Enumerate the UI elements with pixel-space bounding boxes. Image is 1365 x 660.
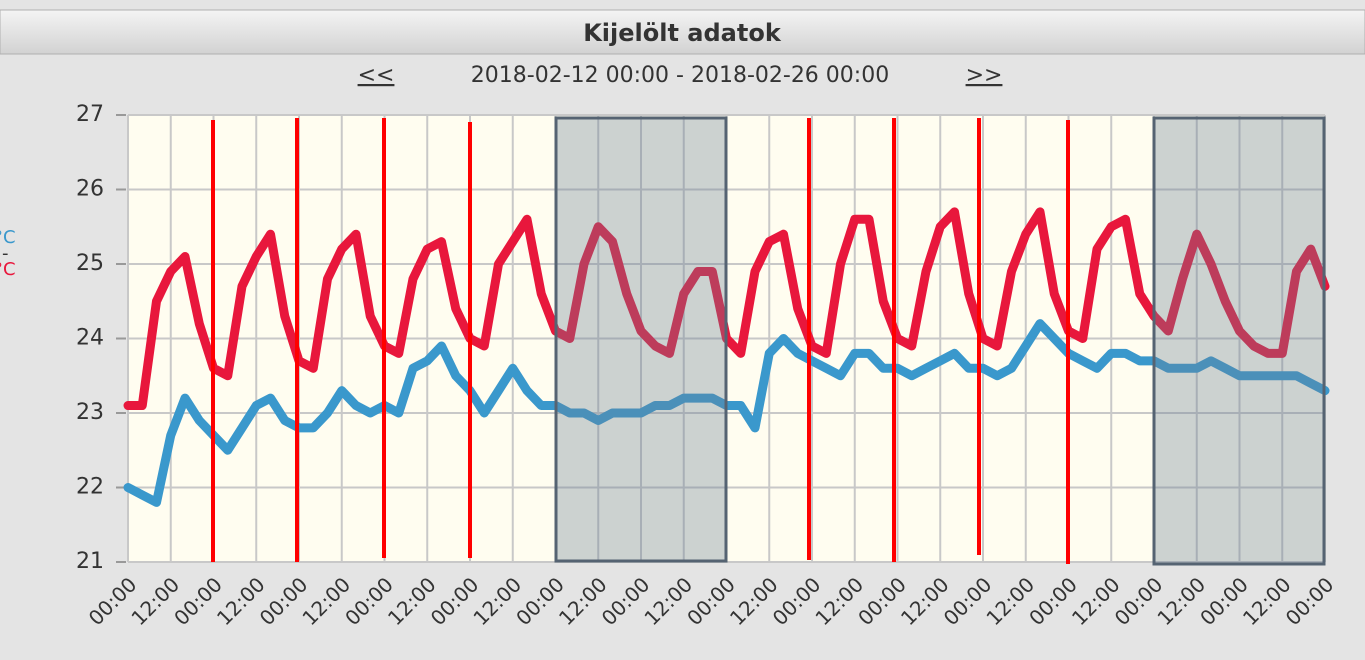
legend-entry: -	[2, 243, 9, 264]
x-tick-label: 00:00	[511, 572, 569, 630]
header-bar	[0, 9, 1365, 55]
x-tick-label: 00:00	[682, 572, 740, 630]
y-tick-label: 24	[76, 326, 104, 351]
x-tick-label: 12:00	[810, 572, 868, 630]
annotations	[211, 116, 1326, 566]
x-tick-label: 00:00	[1195, 572, 1253, 630]
x-tick-label: 00:00	[597, 572, 655, 630]
chart-subtitle: 2018-02-12 00:00 - 2018-02-26 00:00	[471, 63, 889, 88]
x-tick-label: 12:00	[383, 572, 441, 630]
x-tick-label: 00:00	[255, 572, 313, 630]
legend-entry: °C	[0, 227, 16, 248]
x-tick-label: 00:00	[169, 572, 227, 630]
x-tick-label: 00:00	[1281, 572, 1339, 630]
y-tick-label: 21	[76, 549, 104, 574]
x-tick-label: 00:00	[853, 572, 911, 630]
x-tick-label: 12:00	[212, 572, 270, 630]
x-tick-label: 00:00	[1110, 572, 1168, 630]
legend-entry: °C	[0, 259, 16, 280]
y-tick-label: 22	[76, 475, 104, 500]
x-tick-label: 12:00	[297, 572, 355, 630]
y-tick-label: 27	[76, 102, 104, 127]
y-tick-label: 25	[76, 251, 104, 276]
x-tick-label: 12:00	[896, 572, 954, 630]
highlight-box	[1152, 116, 1326, 566]
x-tick-label: 12:00	[126, 572, 184, 630]
x-tick-label: 12:00	[725, 572, 783, 630]
x-tick-label: 00:00	[1024, 572, 1082, 630]
x-tick-label: 12:00	[1152, 572, 1210, 630]
x-tick-label: 00:00	[84, 572, 142, 630]
nav-next[interactable]: >>	[966, 63, 1003, 88]
chart-title: Kijelölt adatok	[583, 19, 782, 47]
highlight-box	[554, 116, 728, 563]
y-tick-label: 26	[76, 177, 104, 202]
x-tick-label: 00:00	[939, 572, 997, 630]
x-tick-label: 12:00	[468, 572, 526, 630]
nav-prev[interactable]: <<	[358, 63, 395, 88]
y-tick-label: 23	[76, 400, 104, 425]
x-tick-label: 12:00	[554, 572, 612, 630]
x-tick-label: 00:00	[768, 572, 826, 630]
x-tick-label: 00:00	[340, 572, 398, 630]
x-tick-label: 12:00	[1067, 572, 1125, 630]
x-tick-label: 12:00	[639, 572, 697, 630]
x-tick-label: 12:00	[1238, 572, 1296, 630]
x-tick-label: 12:00	[981, 572, 1039, 630]
x-tick-label: 00:00	[426, 572, 484, 630]
